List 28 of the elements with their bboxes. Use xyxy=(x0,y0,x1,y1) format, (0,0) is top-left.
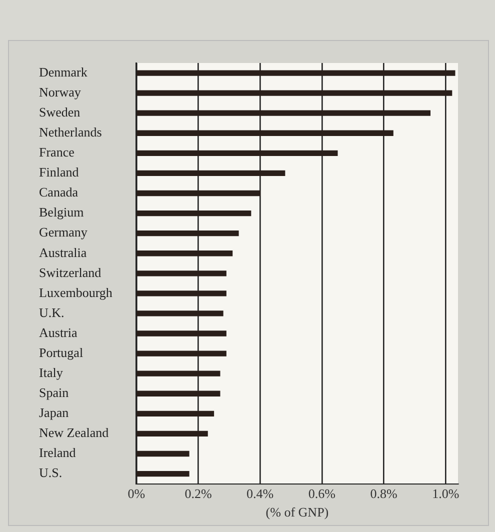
y-tick-label: Ireland xyxy=(39,445,76,460)
x-tick-label: 1.0% xyxy=(432,486,460,502)
y-tick-label: Australia xyxy=(39,244,87,260)
y-tick-label: Japan xyxy=(39,405,70,420)
y-tick-label: Switzerland xyxy=(39,264,102,280)
x-tick-label: 0.6% xyxy=(308,486,336,502)
x-tick-label: 0.2% xyxy=(184,486,212,502)
y-tick-label: Denmark xyxy=(39,64,88,80)
y-tick-label: Portugal xyxy=(39,344,84,360)
y-tick-label: New Zealand xyxy=(39,425,110,440)
x-tick-label: 0.8% xyxy=(370,486,398,502)
y-tick-label: Austria xyxy=(39,324,78,340)
y-tick-label: Germany xyxy=(39,224,88,240)
y-tick-label: Finland xyxy=(39,164,80,180)
x-tick-label: 0% xyxy=(128,486,146,502)
y-tick-label: U.S. xyxy=(39,465,62,480)
y-tick-label: Netherlands xyxy=(39,124,102,140)
y-tick-label: Italy xyxy=(39,365,64,380)
y-tick-label: U.K. xyxy=(39,304,64,320)
y-tick-label: Belgium xyxy=(39,204,84,220)
y-tick-label: Spain xyxy=(39,385,70,400)
x-axis-title: (% of GNP) xyxy=(266,504,329,520)
x-tick-label: 0.4% xyxy=(246,486,274,502)
y-tick-label: Luxembourgh xyxy=(39,284,113,300)
y-tick-label: France xyxy=(39,144,75,160)
y-tick-label: Sweden xyxy=(39,104,81,120)
y-tick-label: Norway xyxy=(39,84,82,100)
y-tick-label: Canada xyxy=(39,184,78,200)
